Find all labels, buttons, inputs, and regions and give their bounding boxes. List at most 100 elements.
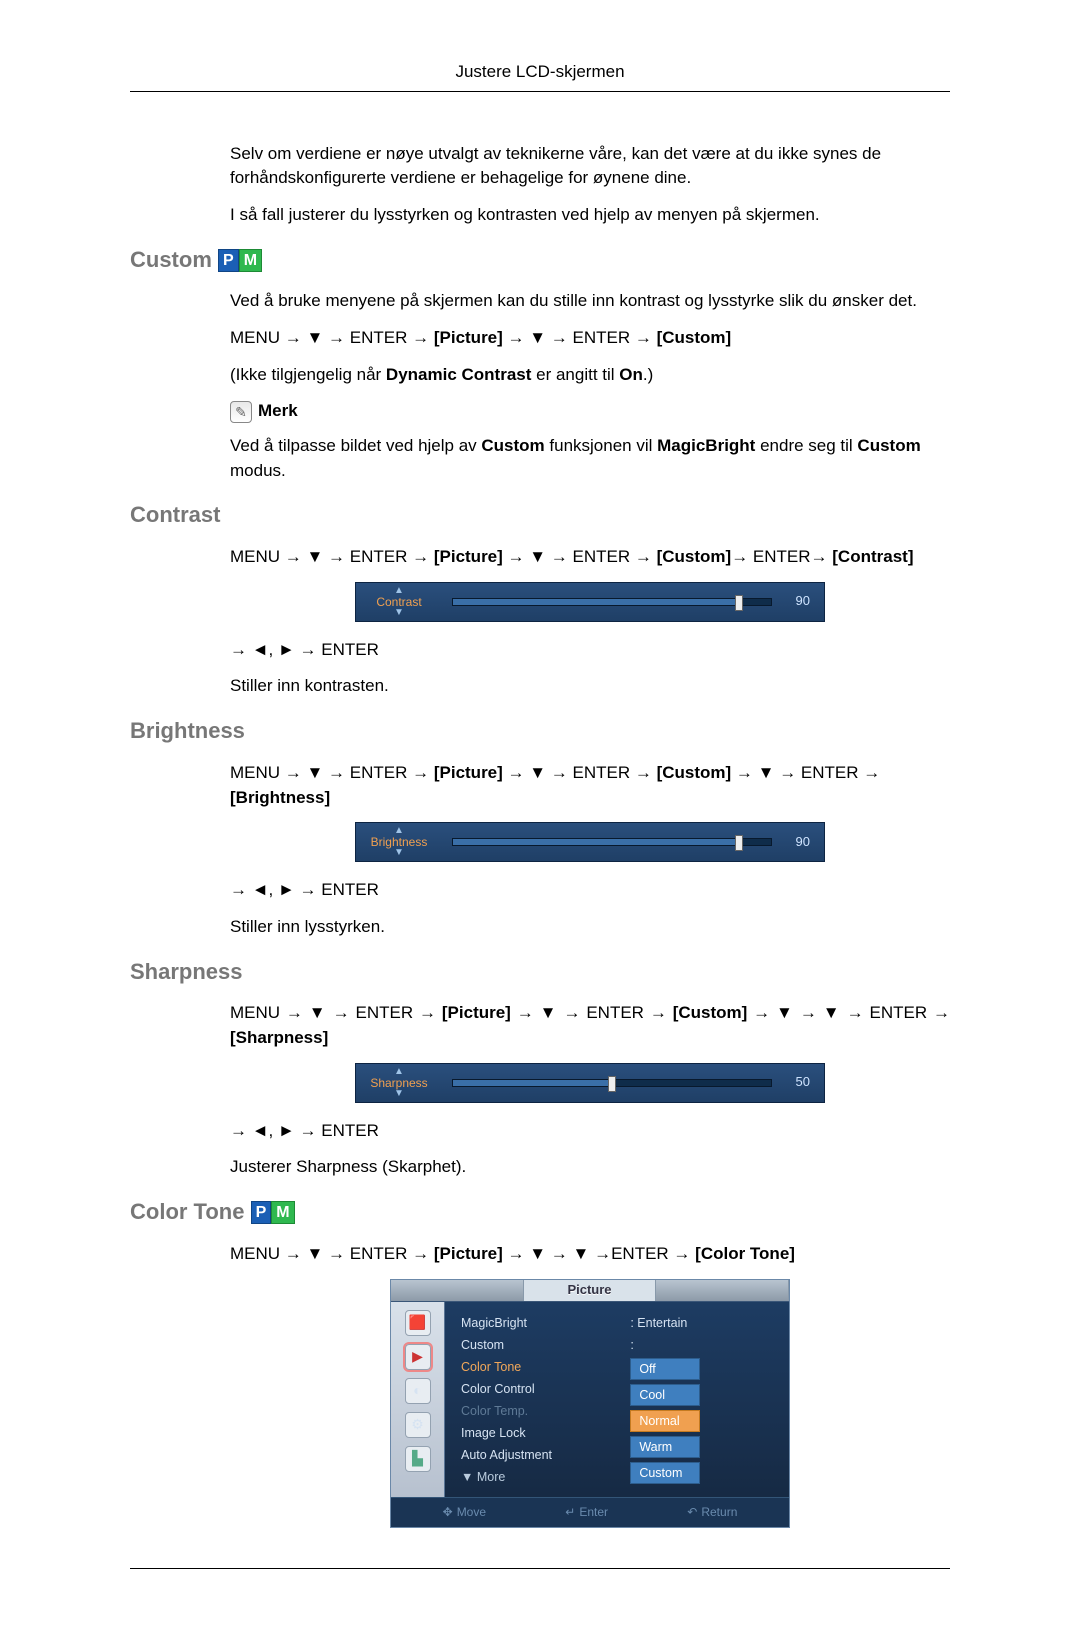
custom-note-dc: Dynamic Contrast: [386, 365, 531, 384]
osd-tab-blank-1: [391, 1280, 524, 1301]
sharpness-slider-fill: [453, 1080, 612, 1086]
triangle-down-icon: ▼: [394, 1089, 404, 1099]
colortone-menu-b1: [Picture]: [434, 1244, 503, 1263]
osd-footer-enter-label: Enter: [579, 1504, 608, 1521]
osd-opt-normal: Normal: [630, 1410, 700, 1432]
custom-menu-path: MENU → ▼ → ENTER → [Picture] → ▼ → ENTER…: [230, 326, 950, 351]
pm-badge: PM: [251, 1205, 295, 1221]
custom-menu-picture: [Picture]: [434, 328, 503, 347]
osd-footer-move: ✥ Move: [443, 1504, 486, 1521]
sharpness-slider-track: [452, 1079, 772, 1087]
section-sharpness-heading: Sharpness: [130, 956, 950, 988]
contrast-menu-c: → ENTER→: [731, 547, 832, 566]
brightness-post: → ◄, ► → ENTER: [230, 878, 950, 903]
sharpness-menu-b: → ▼ → ENTER →: [511, 1003, 673, 1022]
contrast-menu-b3: [Contrast]: [832, 547, 913, 566]
brightness-menu-b1: [Picture]: [434, 763, 503, 782]
colortone-menu-path: MENU → ▼ → ENTER → [Picture] → ▼ → ▼ →EN…: [230, 1242, 950, 1267]
osd-tab-picture: Picture: [524, 1280, 657, 1301]
osd-footer-enter: ↵ Enter: [565, 1504, 608, 1521]
custom-note-pre: (Ikke tilgjengelig når: [230, 365, 386, 384]
section-contrast-heading: Contrast: [130, 499, 950, 531]
contrast-post: → ◄, ► → ENTER: [230, 638, 950, 663]
osd-val-cool: Cool: [630, 1382, 777, 1408]
custom-p2b: funksjonen vil: [545, 436, 657, 455]
custom-p2: Ved å tilpasse bildet ved hjelp av Custo…: [230, 434, 950, 483]
intro-block: Selv om verdiene er nøye utvalgt av tekn…: [230, 142, 950, 228]
osd-val-magicbright: : Entertain: [630, 1312, 777, 1334]
custom-note-mid: er angitt til: [531, 365, 619, 384]
colortone-menu-a: MENU → ▼ → ENTER →: [230, 1244, 434, 1263]
pm-m-icon: M: [271, 1201, 294, 1224]
triangle-down-icon: ▼: [394, 608, 404, 618]
custom-p2d: modus.: [230, 461, 286, 480]
multi-icon: ▙: [405, 1446, 431, 1472]
note-label: Merk: [258, 399, 298, 424]
pm-p-icon: P: [218, 249, 239, 272]
custom-note-post: .): [643, 365, 653, 384]
osd-val-custom2: Custom: [630, 1460, 777, 1486]
sharpness-menu-path: MENU → ▼ → ENTER → [Picture] → ▼ → ENTER…: [230, 1001, 950, 1050]
osd-item-custom: Custom: [461, 1334, 622, 1356]
osd-body: 🟥 ▶ ◐ ⚙ ▙ MagicBright Custom Color Tone …: [391, 1302, 789, 1497]
brightness-slider-fill: [453, 839, 739, 845]
osd-menu: Picture 🟥 ▶ ◐ ⚙ ▙ MagicBright Custom Col…: [390, 1279, 790, 1528]
note-row: ✎ Merk: [230, 399, 950, 424]
brightness-menu-a: MENU → ▼ → ENTER →: [230, 763, 434, 782]
custom-p2b1: Custom: [481, 436, 544, 455]
section-brightness-heading: Brightness: [130, 715, 950, 747]
triangle-down-icon: ▼: [394, 848, 404, 858]
sharpness-slider-shot: ▲ Sharpness ▼ 50: [355, 1063, 825, 1103]
brightness-slider-shot: ▲ Brightness ▼ 90: [355, 822, 825, 862]
contrast-slider-thumb: [735, 595, 743, 611]
contrast-menu-b2: [Custom]: [657, 547, 732, 566]
pencil-note-icon: ✎: [230, 401, 252, 423]
osd-item-colortemp: Color Temp.: [461, 1400, 622, 1422]
page-header: Justere LCD-skjermen: [130, 60, 950, 92]
sharpness-menu-b1: [Picture]: [442, 1003, 511, 1022]
brightness-body: MENU → ▼ → ENTER → [Picture] → ▼ → ENTER…: [230, 761, 950, 940]
contrast-slider-value: 90: [782, 592, 810, 611]
custom-p1: Ved å bruke menyene på skjermen kan du s…: [230, 289, 950, 314]
custom-body: Ved å bruke menyene på skjermen kan du s…: [230, 289, 950, 483]
custom-p2a: Ved å tilpasse bildet ved hjelp av: [230, 436, 481, 455]
section-custom-heading: Custom PM: [130, 244, 950, 276]
custom-heading-text: Custom: [130, 247, 212, 272]
custom-p2b2: MagicBright: [657, 436, 755, 455]
sharpness-desc: Justerer Sharpness (Skarphet).: [230, 1155, 950, 1180]
osd-tabs: Picture: [391, 1280, 789, 1302]
osd-val-warm: Warm: [630, 1434, 777, 1460]
contrast-slider-shot: ▲ Contrast ▼ 90: [355, 582, 825, 622]
osd-val-custom: :: [630, 1334, 777, 1356]
input-source-icon: 🟥: [405, 1310, 431, 1336]
sharpness-slider-thumb: [608, 1076, 616, 1092]
osd-footer-move-label: Move: [457, 1504, 486, 1521]
intro-p1: Selv om verdiene er nøye utvalgt av tekn…: [230, 142, 950, 191]
osd-icon-column: 🟥 ▶ ◐ ⚙ ▙: [391, 1302, 445, 1497]
osd-opt-custom: Custom: [630, 1462, 700, 1484]
custom-note-availability: (Ikke tilgjengelig når Dynamic Contrast …: [230, 363, 950, 388]
page-title: Justere LCD-skjermen: [455, 62, 624, 81]
brightness-menu-b2: [Custom]: [657, 763, 732, 782]
custom-p2c: endre seg til: [755, 436, 857, 455]
osd-item-magicbright: MagicBright: [461, 1312, 622, 1334]
colortone-heading-text: Color Tone: [130, 1199, 244, 1224]
osd-item-colortone: Color Tone: [461, 1356, 622, 1378]
osd-right-list: : Entertain : Off Cool Normal Warm Custo…: [630, 1312, 777, 1489]
osd-item-imagelock: Image Lock: [461, 1422, 622, 1444]
contrast-desc: Stiller inn kontrasten.: [230, 674, 950, 699]
osd-val-off: Off: [630, 1356, 777, 1382]
brightness-menu-c: → ▼ → ENTER →: [731, 763, 880, 782]
pm-m-icon: M: [239, 249, 262, 272]
sharpness-menu-b2: [Custom]: [673, 1003, 748, 1022]
osd-val-normal: Normal: [630, 1408, 777, 1434]
osd-opt-warm: Warm: [630, 1436, 700, 1458]
osd-opt-cool: Cool: [630, 1384, 700, 1406]
brightness-slider-track: [452, 838, 772, 846]
picture-icon: ▶: [405, 1344, 431, 1370]
contrast-menu-b: → ▼ → ENTER →: [503, 547, 657, 566]
sound-icon: ◐: [405, 1378, 431, 1404]
custom-menu-mid: → ▼ → ENTER →: [503, 328, 657, 347]
brightness-menu-b: → ▼ → ENTER →: [503, 763, 657, 782]
brightness-desc: Stiller inn lysstyrken.: [230, 915, 950, 940]
